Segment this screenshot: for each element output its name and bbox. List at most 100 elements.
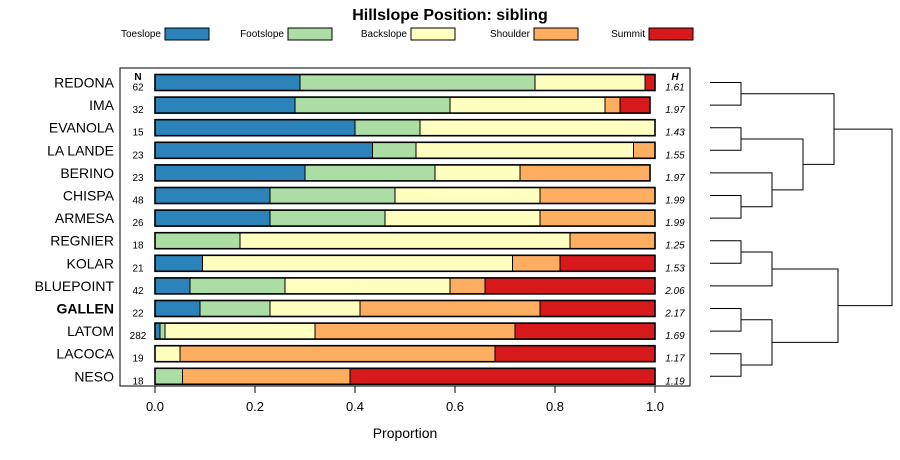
bar-ima-summit bbox=[619, 96, 651, 114]
bar-la-lande-shoulder bbox=[633, 141, 656, 159]
n-value-armesa: 26 bbox=[132, 218, 144, 229]
n-value-evanola: 15 bbox=[132, 128, 144, 139]
bar-outline-evanola bbox=[154, 118, 656, 137]
h-value-la-lande: 1.55 bbox=[665, 150, 685, 161]
row-label-neso: NESO bbox=[74, 368, 114, 384]
dendrogram-link bbox=[710, 127, 742, 151]
bar-gallen-shoulder bbox=[359, 300, 541, 317]
bar-lacoca-summit bbox=[494, 345, 656, 363]
bar-gallen-summit bbox=[539, 300, 656, 317]
bar-chispa-shoulder bbox=[539, 187, 656, 204]
row-label-latom: LATOM bbox=[67, 323, 114, 339]
bar-neso-summit bbox=[349, 367, 656, 385]
bar-bluepoint-shoulder bbox=[449, 277, 486, 295]
n-value-regnier: 18 bbox=[132, 241, 144, 252]
bar-la-lande-backslope bbox=[415, 141, 634, 159]
x-tick-label: 0.8 bbox=[546, 399, 564, 414]
bar-redona-footslope bbox=[299, 74, 536, 91]
bar-kolar-backslope bbox=[202, 254, 513, 272]
n-value-lacoca: 19 bbox=[132, 354, 144, 365]
h-value-gallen: 2.17 bbox=[664, 309, 685, 320]
row-label-regnier: REGNIER bbox=[50, 233, 114, 249]
h-value-bluepoint: 2.06 bbox=[664, 286, 685, 297]
row-label-kolar: KOLAR bbox=[67, 255, 114, 271]
bar-lacoca-backslope bbox=[154, 345, 181, 363]
bar-armesa-footslope bbox=[269, 209, 386, 227]
n-value-chispa: 48 bbox=[132, 196, 144, 207]
legend-label-shoulder: Shoulder bbox=[490, 29, 531, 40]
row-label-la-lande: LA LANDE bbox=[47, 142, 114, 158]
n-column-header: N bbox=[134, 72, 141, 83]
legend-swatch-summit bbox=[648, 27, 694, 41]
legend-label-summit: Summit bbox=[611, 29, 645, 40]
legend: Toeslope Footslope Backslope Shoulder Summit bbox=[121, 27, 694, 41]
dendrogram-link bbox=[741, 319, 773, 366]
dendrogram-link bbox=[710, 308, 742, 332]
bar-berino-footslope bbox=[304, 164, 436, 182]
bar-kolar-summit bbox=[559, 254, 656, 272]
bar-outline-bluepoint bbox=[154, 277, 656, 295]
bars: 62 1.61 32 1.97 15 1.43 23 1.55 23 1.97 48 1.99 26 1.… bbox=[130, 73, 685, 387]
legend-swatch-backslope bbox=[410, 27, 456, 41]
h-value-lacoca: 1.17 bbox=[665, 354, 685, 365]
bar-armesa-toeslope bbox=[154, 209, 271, 227]
n-value-la-lande: 23 bbox=[132, 150, 144, 161]
bar-outline-armesa bbox=[154, 209, 656, 227]
row-label-evanola: EVANOLA bbox=[49, 120, 115, 136]
bar-berino-toeslope bbox=[154, 164, 306, 182]
h-value-ima: 1.97 bbox=[665, 105, 685, 116]
row-label-ima: IMA bbox=[89, 97, 115, 113]
chart-title: Hillslope Position: sibling bbox=[352, 7, 548, 24]
n-value-bluepoint: 42 bbox=[132, 286, 144, 297]
n-value-latom: 282 bbox=[130, 331, 147, 342]
bar-outline-lacoca bbox=[154, 344, 656, 363]
bar-outline-chispa bbox=[154, 186, 656, 205]
bar-outline-regnier bbox=[154, 231, 656, 250]
bar-redona-toeslope bbox=[154, 74, 301, 91]
legend-label-backslope: Backslope bbox=[361, 29, 408, 40]
bar-lacoca-shoulder bbox=[179, 345, 496, 363]
dendrogram-link bbox=[741, 93, 835, 165]
bar-ima-backslope bbox=[449, 96, 606, 114]
x-tick-label: 0.6 bbox=[446, 399, 464, 414]
n-value-neso: 18 bbox=[132, 376, 144, 387]
dendrogram bbox=[710, 82, 893, 377]
bar-evanola-backslope bbox=[419, 119, 656, 137]
bar-armesa-shoulder bbox=[539, 209, 656, 227]
row-label-chispa: CHISPA bbox=[63, 188, 115, 204]
bar-latom-backslope bbox=[164, 322, 316, 340]
legend-swatch-shoulder bbox=[533, 27, 579, 41]
bar-la-lande-footslope bbox=[372, 141, 417, 159]
n-value-redona: 62 bbox=[132, 83, 144, 94]
bar-la-lande-toeslope bbox=[154, 141, 373, 159]
row-label-gallen: GALLEN bbox=[56, 301, 114, 317]
n-value-kolar: 21 bbox=[132, 263, 144, 274]
dendrogram-link bbox=[710, 353, 742, 377]
x-tick-label: 1.0 bbox=[646, 399, 664, 414]
bar-regnier-backslope bbox=[239, 232, 571, 250]
legend-swatch-toeslope bbox=[164, 27, 210, 41]
bar-neso-footslope bbox=[154, 367, 183, 385]
row-label-redona: REDONA bbox=[54, 75, 115, 91]
h-value-evanola: 1.43 bbox=[665, 128, 685, 139]
bar-outline-la-lande bbox=[154, 141, 656, 160]
legend-label-toeslope: Toeslope bbox=[121, 29, 161, 40]
dendrogram-link bbox=[710, 240, 742, 264]
bar-armesa-backslope bbox=[384, 209, 541, 227]
bar-evanola-footslope bbox=[354, 119, 421, 137]
bar-redona-summit bbox=[644, 74, 656, 91]
bar-bluepoint-summit bbox=[484, 277, 656, 295]
bar-outline-ima bbox=[154, 96, 651, 114]
x-tick-label: 0.2 bbox=[246, 399, 264, 414]
bar-berino-backslope bbox=[434, 164, 521, 182]
bar-chispa-footslope bbox=[269, 187, 396, 204]
bar-evanola-toeslope bbox=[154, 119, 356, 137]
n-value-berino: 23 bbox=[132, 173, 144, 184]
bar-redona-backslope bbox=[534, 74, 646, 91]
dendrogram-link bbox=[710, 82, 742, 106]
bar-neso-shoulder bbox=[182, 367, 351, 385]
bar-gallen-footslope bbox=[199, 300, 271, 317]
h-value-berino: 1.97 bbox=[665, 173, 685, 184]
h-value-redona: 1.61 bbox=[665, 83, 684, 94]
